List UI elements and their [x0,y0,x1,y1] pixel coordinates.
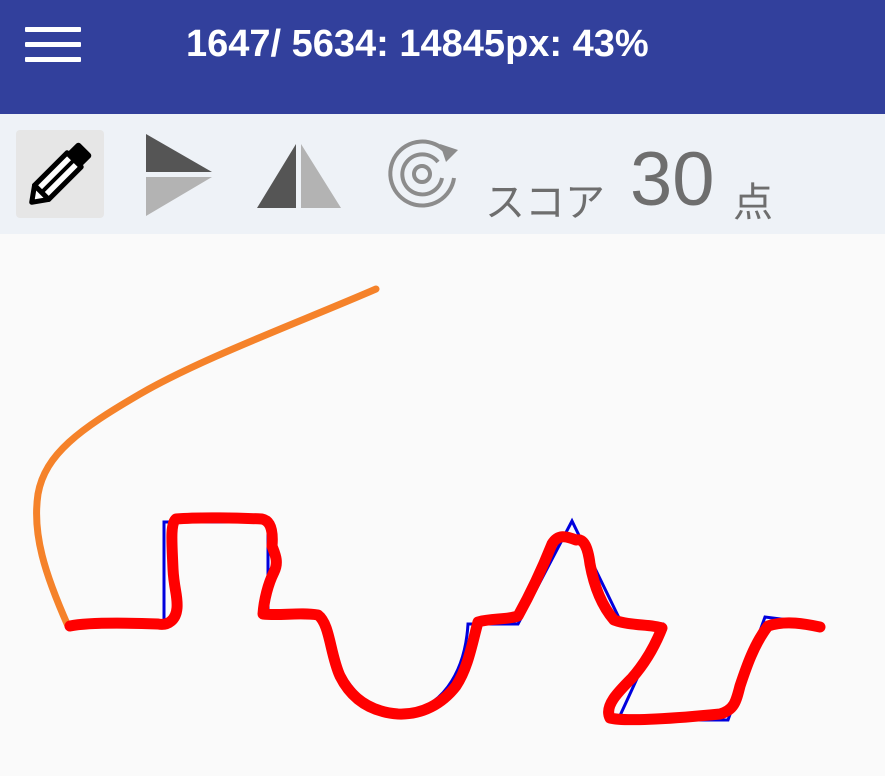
play-split-button[interactable] [134,130,222,218]
score-label: スコア [485,180,605,226]
pencil-tool-button[interactable] [16,130,104,218]
pencil-icon [29,142,92,205]
play-split-icon [146,134,212,216]
rotate-icon [388,139,458,208]
toolbar: スコア 30 点 [0,114,885,234]
rotate-button[interactable] [380,130,468,218]
mirror-triangle-icon [257,144,341,208]
menu-button[interactable] [18,18,90,70]
mirror-triangle-button[interactable] [253,130,341,218]
score-value: 30 [630,137,715,222]
drawing-canvas[interactable] [0,234,885,776]
progress-title: 1647/ 5634: 14845px: 43% [186,23,649,65]
score-unit: 点 [733,180,773,226]
target-path [67,517,821,722]
guide-stroke [33,285,380,630]
app-header: 1647/ 5634: 14845px: 43% [0,0,885,114]
drawing-surface[interactable] [0,234,885,776]
user-stroke [64,512,826,726]
